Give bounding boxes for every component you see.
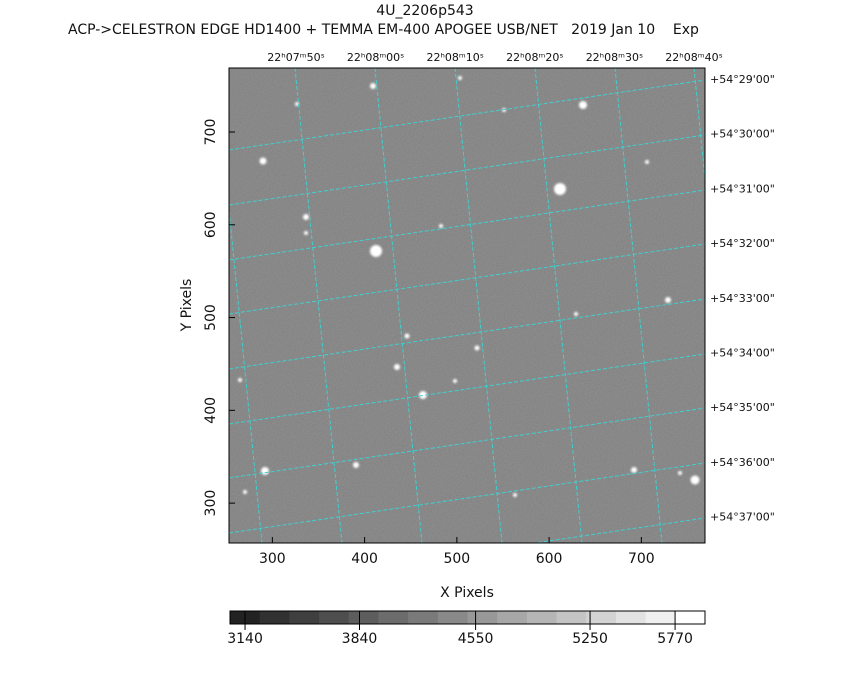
x-tick-label: 300 — [259, 551, 286, 567]
subtitle: ACP->CELESTRON EDGE HD1400 + TEMMA EM-40… — [68, 22, 699, 38]
colorbar-step — [378, 611, 409, 624]
plot-frame — [228, 67, 706, 544]
y-tick-label: 700 — [203, 119, 219, 146]
colorbar-tick-label: 4550 — [458, 631, 494, 647]
dec-label: +54°33'00" — [710, 292, 775, 305]
colorbar-step — [467, 611, 498, 624]
colorbar — [230, 611, 706, 624]
colorbar-step — [348, 611, 379, 624]
dec-label: +54°37'00" — [710, 511, 775, 524]
dec-label: +54°29'00" — [710, 73, 775, 86]
colorbar-tick-label: 5250 — [572, 631, 608, 647]
dec-label: +54°31'00" — [710, 182, 775, 195]
ra-label: 22ʰ08ᵐ30ˢ — [586, 51, 643, 64]
ra-label: 22ʰ08ᵐ10ˢ — [426, 51, 483, 64]
colorbar-step — [645, 611, 676, 624]
ra-label: 22ʰ07ᵐ50ˢ — [267, 51, 324, 64]
colorbar-step — [526, 611, 558, 624]
y-tick-label: 400 — [203, 397, 219, 424]
dec-label: +54°32'00" — [710, 237, 775, 250]
colorbar-step — [675, 611, 706, 624]
colorbar-step — [408, 611, 439, 624]
colorbar-step — [289, 611, 320, 624]
image — [229, 68, 705, 543]
y-tick-label: 300 — [203, 490, 219, 517]
colorbar-step — [586, 611, 617, 624]
colorbar-step — [497, 611, 528, 624]
colorbar-tick-label: 3140 — [227, 631, 263, 647]
x-tick-label: 500 — [443, 551, 470, 567]
x-tick-label: 600 — [536, 551, 563, 567]
dec-label: +54°35'00" — [710, 401, 775, 414]
colorbar-step — [259, 611, 290, 624]
colorbar-step — [556, 611, 587, 624]
ra-label: 22ʰ08ᵐ00ˢ — [347, 51, 404, 64]
coordinate-grid — [229, 68, 705, 543]
ra-label: 22ʰ08ᵐ40ˢ — [665, 51, 722, 64]
colorbar-step — [437, 611, 468, 624]
colorbar-step — [615, 611, 647, 624]
y-axis-label: Y Pixels — [179, 279, 195, 333]
y-tick-label: 600 — [203, 211, 219, 238]
x-tick-label: 700 — [628, 551, 655, 567]
image-noise — [229, 68, 705, 543]
title: 4U_2206p543 — [376, 3, 473, 19]
colorbar-frame — [229, 610, 706, 625]
x-axis-label: X Pixels — [440, 585, 494, 601]
ra-label: 22ʰ08ᵐ20ˢ — [506, 51, 563, 64]
colorbar-tick-label: 3840 — [342, 631, 378, 647]
colorbar-tick-label: 5770 — [657, 631, 693, 647]
x-tick-label: 400 — [351, 551, 378, 567]
colorbar-step — [319, 611, 350, 624]
dec-label: +54°30'00" — [710, 128, 775, 141]
y-tick-label: 500 — [203, 304, 219, 331]
dec-label: +54°36'00" — [710, 456, 775, 469]
stars — [238, 76, 700, 497]
dec-label: +54°34'00" — [710, 347, 775, 360]
